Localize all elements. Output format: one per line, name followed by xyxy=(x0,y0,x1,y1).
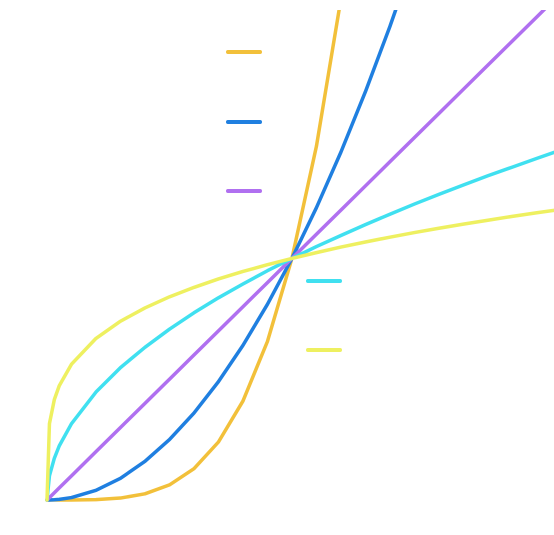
series-line xyxy=(45,208,554,502)
series-line xyxy=(45,10,398,502)
series-line xyxy=(45,10,547,502)
series-line xyxy=(45,10,341,502)
plot-area xyxy=(45,10,554,502)
series-line xyxy=(45,150,554,502)
legend xyxy=(226,50,342,352)
